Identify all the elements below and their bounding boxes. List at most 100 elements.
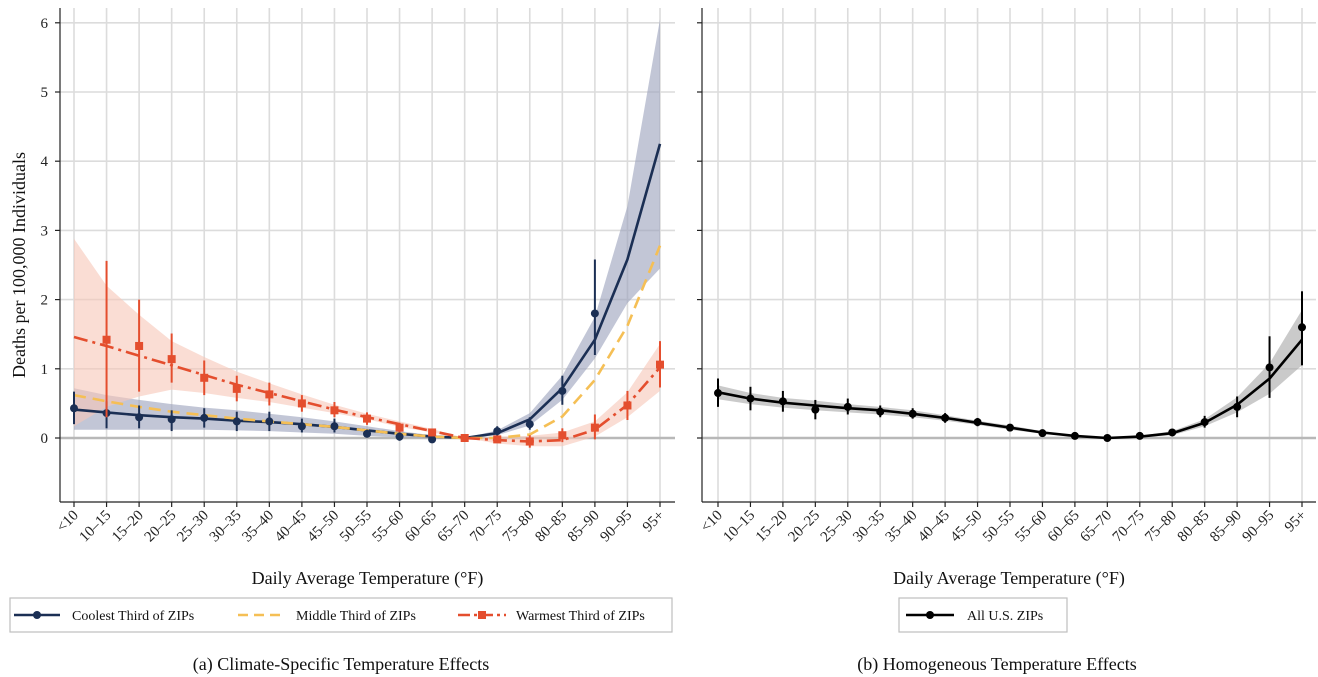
x-tick-label: 50–55 xyxy=(980,508,1018,546)
data-point-warmest-third-of-zips xyxy=(590,423,599,432)
data-point-warmest-third-of-zips xyxy=(200,373,209,382)
x-tick-label: 70–75 xyxy=(1110,508,1148,546)
x-tick-label: <10 xyxy=(698,508,726,536)
y-tick-label: 4 xyxy=(41,154,49,170)
data-point-warmest-third-of-zips xyxy=(363,414,371,423)
data-point-warmest-third-of-zips xyxy=(330,406,339,415)
x-tick-label: 75–80 xyxy=(500,508,538,546)
x-tick-label: 80–85 xyxy=(1175,508,1213,546)
data-point-all-u-s-zips xyxy=(908,409,917,418)
data-point-all-u-s-zips xyxy=(1038,429,1047,438)
x-tick-label: 95+ xyxy=(640,508,668,536)
legend-marker-coolest-third-of-zips xyxy=(33,611,41,619)
x-axis: <1010–1515–2020–2525–3030–3535–4040–4545… xyxy=(698,501,1316,589)
data-point-all-u-s-zips xyxy=(843,402,852,411)
confidence-band-warmest-third-of-zips xyxy=(74,238,660,447)
legend-label-all-u-s-zips: All U.S. ZIPs xyxy=(967,609,1043,624)
confidence-band-all-u-s-zips xyxy=(718,310,1302,438)
data-point-warmest-third-of-zips xyxy=(623,401,632,410)
x-tick-label: 45–50 xyxy=(304,508,342,546)
y-tick-label: 0 xyxy=(41,431,49,447)
legend-marker-all-u-s-zips xyxy=(926,611,934,619)
panel-caption: (b) Homogeneous Temperature Effects xyxy=(857,654,1136,675)
data-point-coolest-third-of-zips xyxy=(167,415,176,424)
data-point-all-u-s-zips xyxy=(1070,431,1079,440)
data-point-warmest-third-of-zips xyxy=(232,384,241,393)
x-tick-label: 30–35 xyxy=(207,508,245,546)
legend-box xyxy=(9,597,673,633)
legend: Coolest Third of ZIPs Middle Third of ZIP… xyxy=(9,597,673,633)
x-axis-title: Daily Average Temperature (°F) xyxy=(252,568,484,589)
x-tick-label: 65–70 xyxy=(1077,508,1115,546)
x-tick-label: 25–30 xyxy=(174,508,212,546)
data-point-coolest-third-of-zips xyxy=(200,413,209,422)
y-tick-label: 2 xyxy=(41,293,49,309)
x-axis: <1010–1515–2020–2525–3030–3535–4040–4545… xyxy=(54,501,675,589)
data-point-all-u-s-zips xyxy=(778,397,787,406)
x-tick-label: 10–15 xyxy=(77,508,115,546)
x-tick-label: 90–95 xyxy=(1240,508,1278,546)
data-point-coolest-third-of-zips xyxy=(363,429,371,438)
data-point-coolest-third-of-zips xyxy=(428,435,437,444)
data-point-all-u-s-zips xyxy=(1233,402,1242,411)
data-point-warmest-third-of-zips xyxy=(167,355,176,364)
data-point-all-u-s-zips xyxy=(1265,363,1274,372)
x-tick-label: 15–20 xyxy=(753,508,791,546)
legend-marker-warmest-third-of-zips xyxy=(478,611,486,619)
data-point-warmest-third-of-zips xyxy=(428,428,437,437)
data-point-all-u-s-zips xyxy=(1168,428,1177,437)
x-tick-label: 35–40 xyxy=(239,508,277,546)
data-point-all-u-s-zips xyxy=(1135,431,1144,440)
legend-label-coolest-third-of-zips: Coolest Third of ZIPs xyxy=(72,609,194,624)
x-axis-title: Daily Average Temperature (°F) xyxy=(893,568,1125,589)
data-point-all-u-s-zips xyxy=(1103,434,1112,442)
data-point-coolest-third-of-zips xyxy=(297,422,306,431)
x-tick-label: 70–75 xyxy=(467,508,505,546)
data-point-all-u-s-zips xyxy=(746,394,755,403)
legend: All U.S. ZIPs xyxy=(898,597,1068,633)
panel-a-chart: 0 1 2 3 4 5 6 Deaths per 100,000 Individuals <10… xyxy=(9,8,675,675)
data-point-coolest-third-of-zips xyxy=(232,417,241,426)
data-point-warmest-third-of-zips xyxy=(656,360,664,369)
data-point-warmest-third-of-zips xyxy=(265,390,274,399)
data-point-coolest-third-of-zips xyxy=(135,413,144,422)
data-point-all-u-s-zips xyxy=(811,405,820,414)
x-tick-label: 50–55 xyxy=(337,508,375,546)
data-point-coolest-third-of-zips xyxy=(525,420,534,429)
y-tick-label: 6 xyxy=(41,16,49,32)
data-point-warmest-third-of-zips xyxy=(102,335,111,344)
data-point-warmest-third-of-zips xyxy=(558,431,567,440)
data-point-all-u-s-zips xyxy=(876,407,885,416)
x-tick-label: 65–70 xyxy=(435,508,473,546)
x-tick-label: 55–60 xyxy=(370,508,408,546)
data-point-warmest-third-of-zips xyxy=(135,341,144,350)
x-tick-label: 80–85 xyxy=(532,508,570,546)
x-tick-label: 60–65 xyxy=(1045,508,1083,546)
y-tick-label: 3 xyxy=(41,223,49,239)
data-point-coolest-third-of-zips xyxy=(558,386,567,395)
data-point-warmest-third-of-zips xyxy=(395,423,404,432)
data-point-all-u-s-zips xyxy=(714,389,722,398)
y-axis: 0 1 2 3 4 5 6 Deaths per 100,000 Individuals xyxy=(9,8,61,502)
y-tick-label: 1 xyxy=(41,362,49,378)
legend-label-warmest-third-of-zips: Warmest Third of ZIPs xyxy=(516,609,645,624)
x-tick-label: 20–25 xyxy=(142,508,180,546)
legend-label-middle-third-of-zips: Middle Third of ZIPs xyxy=(296,609,416,624)
data-point-coolest-third-of-zips xyxy=(70,404,78,413)
x-tick-label: 15–20 xyxy=(109,508,147,546)
x-tick-label: 90–95 xyxy=(597,508,635,546)
data-point-all-u-s-zips xyxy=(1298,323,1306,332)
y-tick-label: 5 xyxy=(41,85,49,101)
y-axis xyxy=(697,8,703,502)
x-tick-label: 85–90 xyxy=(1207,508,1245,546)
panel-caption: (a) Climate-Specific Temperature Effects xyxy=(193,654,489,675)
x-tick-label: 85–90 xyxy=(565,508,603,546)
panel-b-chart: <1010–1515–2020–2525–3030–3535–4040–4545… xyxy=(697,8,1316,675)
data-point-coolest-third-of-zips xyxy=(395,432,404,441)
data-point-all-u-s-zips xyxy=(941,413,950,422)
x-tick-label: 35–40 xyxy=(883,508,921,546)
x-tick-label: 10–15 xyxy=(720,508,758,546)
data-point-coolest-third-of-zips xyxy=(493,427,502,436)
x-tick-label: 40–45 xyxy=(915,508,953,546)
data-point-warmest-third-of-zips xyxy=(525,437,534,446)
